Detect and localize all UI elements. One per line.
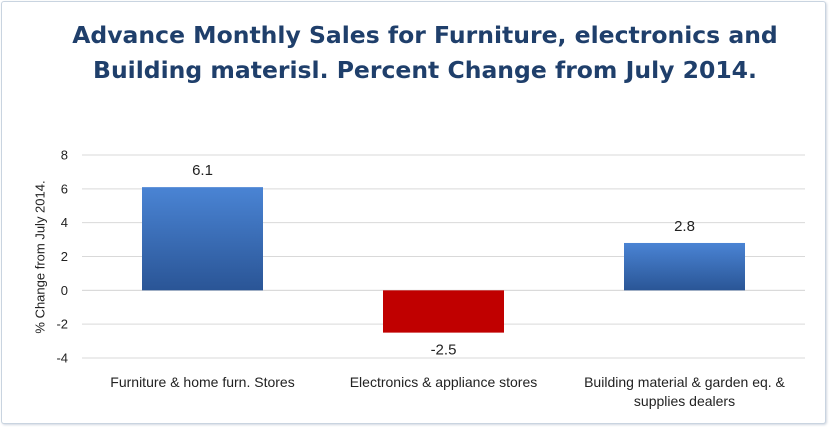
bar: [624, 242, 745, 291]
category-label: Furniture & home furn. Stores: [110, 374, 294, 390]
y-tick-label: 2: [61, 249, 68, 264]
data-label: 2.8: [674, 218, 695, 235]
y-tick-label: -2: [56, 317, 68, 332]
bar: [142, 187, 263, 291]
y-tick-label: 4: [61, 215, 68, 230]
category-label: supplies dealers: [634, 393, 735, 409]
y-tick-label: 8: [61, 148, 68, 163]
category-label: Building material & garden eq. &: [584, 374, 785, 390]
category-label: Electronics & appliance stores: [350, 374, 538, 390]
bar: [383, 290, 504, 333]
data-label: 6.1: [192, 162, 213, 179]
y-tick-label: 0: [61, 283, 68, 298]
data-label: -2.5: [431, 342, 457, 359]
chart-title: Advance Monthly Sales for Furniture, ele…: [72, 21, 778, 84]
y-tick-label: -4: [56, 351, 68, 366]
y-tick-label: 6: [61, 181, 68, 196]
